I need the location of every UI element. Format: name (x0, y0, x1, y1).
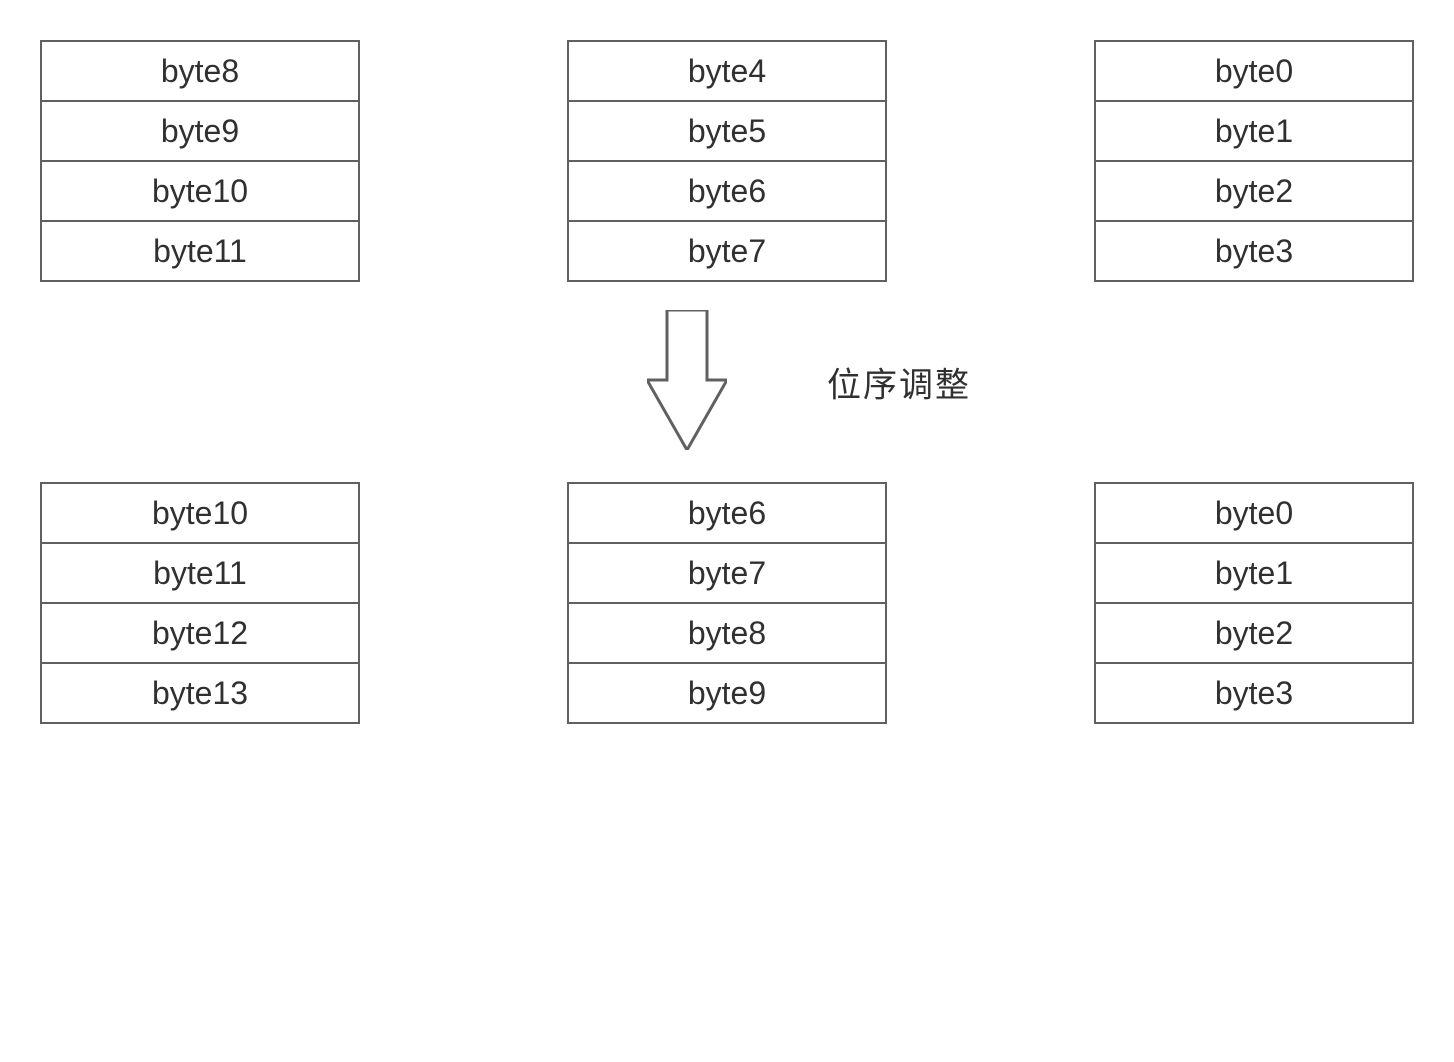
cell: byte2 (1095, 161, 1413, 221)
cell: byte9 (41, 101, 359, 161)
cell: byte6 (568, 483, 886, 543)
cell: byte1 (1095, 101, 1413, 161)
bottom-left-table: byte10 byte11 byte12 byte13 (40, 482, 360, 724)
cell: byte3 (1095, 221, 1413, 281)
down-arrow-icon (647, 310, 727, 450)
cell: byte4 (568, 41, 886, 101)
diagram-container: byte8 byte9 byte10 byte11 byte4 byte5 by… (40, 40, 1414, 724)
cell: byte7 (568, 543, 886, 603)
cell: byte6 (568, 161, 886, 221)
top-middle-table: byte4 byte5 byte6 byte7 (567, 40, 887, 282)
cell: byte13 (41, 663, 359, 723)
bottom-middle-table: byte6 byte7 byte8 byte9 (567, 482, 887, 724)
bottom-row: byte10 byte11 byte12 byte13 byte6 byte7 … (40, 482, 1414, 724)
cell: byte8 (568, 603, 886, 663)
cell: byte2 (1095, 603, 1413, 663)
cell: byte1 (1095, 543, 1413, 603)
arrow-section: 位序调整 (40, 292, 1414, 472)
cell: byte3 (1095, 663, 1413, 723)
bottom-right-table: byte0 byte1 byte2 byte3 (1094, 482, 1414, 724)
top-right-table: byte0 byte1 byte2 byte3 (1094, 40, 1414, 282)
cell: byte9 (568, 663, 886, 723)
cell: byte11 (41, 221, 359, 281)
cell: byte7 (568, 221, 886, 281)
cell: byte11 (41, 543, 359, 603)
cell: byte0 (1095, 483, 1413, 543)
top-left-table: byte8 byte9 byte10 byte11 (40, 40, 360, 282)
cell: byte5 (568, 101, 886, 161)
arrow-wrapper (647, 310, 727, 455)
arrow-label: 位序调整 (827, 358, 971, 407)
cell: byte8 (41, 41, 359, 101)
cell: byte10 (41, 483, 359, 543)
top-row: byte8 byte9 byte10 byte11 byte4 byte5 by… (40, 40, 1414, 282)
cell: byte10 (41, 161, 359, 221)
cell: byte0 (1095, 41, 1413, 101)
cell: byte12 (41, 603, 359, 663)
